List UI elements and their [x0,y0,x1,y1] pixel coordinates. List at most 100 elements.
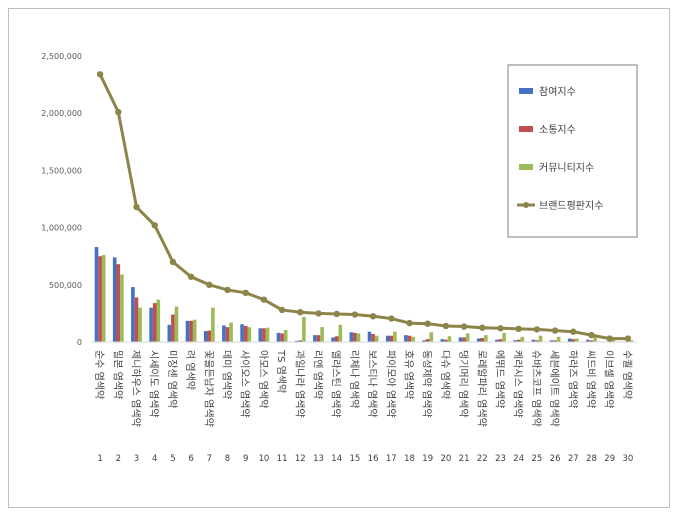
point-브랜드평판지수 [624,335,632,342]
rank-label: 13 [313,454,324,464]
rank-label: 4 [152,454,157,464]
x-axis-rank-labels: 1 2 3 4 5 6 7 8 9 10 11 12 13 14 15 16 17 18 19 20 21 22 23 24 2… [97,454,633,464]
category-label: 슈바츠코프 염색약 [530,350,542,427]
category-label: 에뛰드 염색약 [494,350,506,408]
rank-label: 24 [513,454,524,464]
point-브랜드평판지수 [224,286,231,294]
legend-swatch [519,88,533,94]
category-label: TS 염색약 [275,349,287,393]
bar-커뮤니티지수 [411,336,415,342]
point-브랜드평판지수 [151,222,158,229]
bar-소통지수 [171,314,175,342]
category-label: 려 염색약 [184,350,196,390]
bar-커뮤니티지수 [611,339,616,342]
bar-참여지수 [458,337,463,342]
legend-swatch-marker [523,202,529,208]
legend-swatch [519,126,533,132]
bar-소통지수 [189,320,193,342]
category-label: 리체나 염색약 [348,350,360,408]
category-label: 순수 염색약 [93,350,105,399]
bar-참여지수 [276,332,281,342]
rank-label: 2 [116,454,121,464]
x-axis-category-labels: 순수 염색약 밀본 염색약 제니하우스 염색약 시세이도 염색약 미장센 염색약 려 염색… [93,349,633,427]
rank-label: 23 [495,454,506,464]
line-series-group [96,71,632,342]
bar-커뮤니티지수 [575,338,579,342]
point-브랜드평판지수 [442,322,450,330]
point-브랜드평판지수 [206,281,213,288]
point-브랜드평판지수 [187,273,195,280]
bar-소통지수 [498,339,503,342]
category-label: 제니하우스 염색약 [130,350,143,427]
bar-커뮤니티지수 [229,322,233,342]
bar-참여지수 [331,337,335,342]
bar-커뮤니티지수 [320,327,324,342]
rank-label: 22 [477,454,488,464]
bar-커뮤니티지수 [138,307,142,342]
bar-커뮤니티지수 [265,327,270,342]
bar-소통지수 [444,339,448,342]
bar-커뮤니티지수 [192,319,197,342]
brand-reputation-chart: 0 500,000 1,000,000 1,500,000 2,000,000 2,500… [41,52,638,464]
bar-소통지수 [535,340,539,342]
bar-커뮤니티지수 [393,331,397,342]
point-브랜드평판지수 [278,306,286,314]
y-tick-label: 500,000 [49,281,82,290]
bar-커뮤니티지수 [593,337,597,342]
category-label: 댕기머리 염색약 [457,350,469,418]
bar-커뮤니티지수 [120,274,124,342]
y-tick-label: 2,500,000 [41,52,82,61]
y-tick-label: 0 [77,338,82,347]
bar-참여지수 [404,335,408,342]
point-브랜드평판지수 [297,309,304,316]
bar-참여지수 [240,324,244,342]
bar-참여지수 [294,340,299,342]
point-브랜드평판지수 [260,296,268,303]
bar-소통지수 [407,335,412,342]
y-axis-ticks: 0 500,000 1,000,000 1,500,000 2,000,000 2,500… [41,52,82,347]
bar-참여지수 [513,340,517,342]
category-label: 세븐에이트 염색약 [548,350,560,427]
bar-소통지수 [516,339,521,342]
bar-소통지수 [462,337,466,342]
rank-label: 6 [188,454,193,464]
bar-소통지수 [316,335,321,342]
rank-label: 10 [258,454,269,464]
rank-label: 8 [225,454,230,464]
bar-참여지수 [476,338,481,342]
legend-label: 커뮤니티지수 [539,162,594,174]
point-브랜드평판지수 [479,324,486,331]
bar-커뮤니티지수 [174,306,179,342]
bar-소통지수 [334,336,339,342]
point-브랜드평판지수 [406,319,413,327]
bar-커뮤니티지수 [283,329,288,342]
legend-label: 참여지수 [539,86,576,98]
category-label: 사이오스 염색약 [239,350,251,418]
bar-커뮤니티지수 [247,327,252,342]
bar-커뮤니티지수 [338,324,343,342]
bar-참여지수 [349,332,354,342]
bar-참여지수 [185,320,190,342]
point-브랜드평판지수 [115,108,122,116]
bar-참여지수 [258,328,263,342]
bar-참여지수 [440,339,445,342]
y-tick-label: 1,000,000 [41,224,82,233]
category-label: 다슈 염색약 [439,350,451,399]
category-label: 호유 염색약 [403,350,415,399]
point-브랜드평판지수 [388,315,395,322]
point-브랜드평판지수 [606,335,613,342]
bar-참여지수 [222,325,226,342]
point-브랜드평판지수 [497,325,504,332]
bar-참여지수 [167,324,172,342]
chart-frame: 0 500,000 1,000,000 1,500,000 2,000,000 2,500… [8,8,670,508]
category-label: 데미 염색약 [221,350,233,399]
bar-커뮤니티지수 [629,340,634,342]
bar-소통지수 [480,337,485,342]
bar-소통지수 [116,264,121,342]
bar-소통지수 [353,332,357,342]
bar-소통지수 [152,303,157,342]
rank-label: 28 [586,454,597,464]
bar-참여지수 [367,331,372,342]
bar-소통지수 [571,339,576,342]
point-브랜드평판지수 [315,310,322,317]
